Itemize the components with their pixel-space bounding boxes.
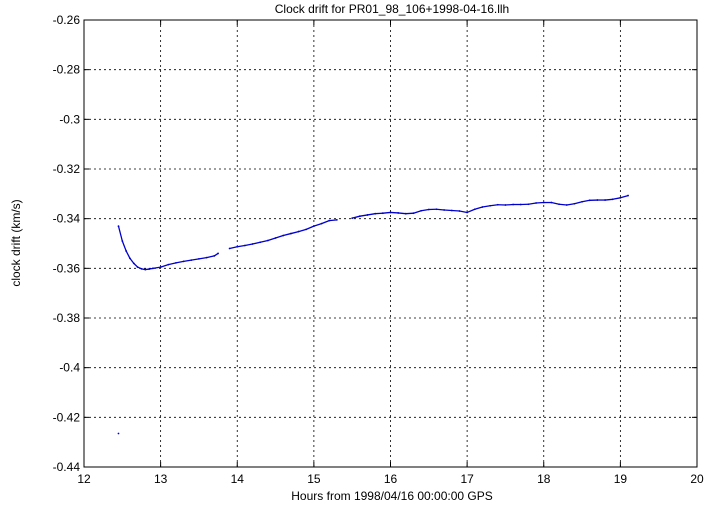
series-0-segment xyxy=(152,266,161,269)
plot-frame xyxy=(83,19,698,468)
y-tick-label: -0.4 xyxy=(59,361,80,375)
series-0-segment xyxy=(168,262,177,266)
series-0-segment xyxy=(474,206,483,210)
x-tick-label: 18 xyxy=(537,472,551,486)
series-0-segment xyxy=(581,199,590,203)
series-0-segment xyxy=(466,208,476,214)
series-0-segment xyxy=(283,232,292,237)
y-tick-label: -0.3 xyxy=(59,112,80,126)
y-tick-label: -0.26 xyxy=(53,13,81,27)
series-0-segment xyxy=(206,255,215,259)
series-0-segment xyxy=(160,263,169,268)
series-0-segment xyxy=(612,197,621,200)
series-0-segment xyxy=(313,223,322,227)
series-0-segment xyxy=(620,194,629,199)
y-tick-label: -0.36 xyxy=(53,261,81,275)
series-0-point xyxy=(217,252,219,255)
series-0-segment xyxy=(413,210,422,214)
grid xyxy=(84,20,697,467)
series-0-segment xyxy=(604,198,613,201)
series-0-point xyxy=(627,194,629,197)
axis-ticks: 12 13 14 15 16 17 18 19 20 -0.44 -0.42 -0.4 -0.38 -0.… xyxy=(53,13,704,486)
x-tick-label: 14 xyxy=(231,472,245,486)
y-tick-label: -0.42 xyxy=(53,410,81,424)
series-0-segment xyxy=(551,201,560,205)
series-0-segment xyxy=(559,203,567,206)
series-0-segment xyxy=(121,240,127,252)
series-0-segment xyxy=(191,258,200,261)
series-0-segment xyxy=(183,259,192,263)
series-0-segment xyxy=(482,205,491,208)
series-0-segment xyxy=(117,225,123,242)
series-0-segment xyxy=(436,208,445,211)
series-0-segment xyxy=(244,243,253,247)
y-axis-title: clock drift (km/s) xyxy=(9,199,23,286)
series-1-point xyxy=(117,432,120,435)
y-tick-label: -0.28 xyxy=(53,63,81,77)
series-0-segment xyxy=(290,230,299,235)
x-tick-label: 16 xyxy=(384,472,398,486)
x-tick-label: 15 xyxy=(307,472,321,486)
series-0-segment xyxy=(129,258,135,264)
series-0-segment xyxy=(229,246,238,250)
y-tick-label: -0.44 xyxy=(53,460,81,474)
series-0-segment xyxy=(352,215,361,219)
series-0-segment xyxy=(421,208,429,212)
data-series xyxy=(117,194,629,435)
series-0-segment xyxy=(305,225,315,230)
series-0-segment xyxy=(359,214,368,217)
series-0-segment xyxy=(260,239,269,243)
series-0-segment xyxy=(298,228,307,233)
series-0-segment xyxy=(367,213,376,216)
series-0-segment xyxy=(528,202,537,205)
series-0-segment xyxy=(267,237,276,242)
series-0-segment xyxy=(566,203,575,206)
series-0-point xyxy=(335,219,338,221)
series-0-segment xyxy=(237,244,246,248)
series-0-segment xyxy=(398,212,406,215)
x-tick-label: 17 xyxy=(460,472,474,486)
chart-title: Clock drift for PR01_98_106+1998-04-16.l… xyxy=(275,2,509,16)
x-tick-label: 13 xyxy=(154,472,168,486)
series-0-segment xyxy=(329,219,337,222)
series-0-segment xyxy=(125,250,131,259)
series-0-segment xyxy=(382,211,391,214)
x-tick-label: 12 xyxy=(77,472,91,486)
series-0-segment xyxy=(574,201,583,205)
y-tick-label: -0.34 xyxy=(53,212,81,226)
x-axis-title: Hours from 1998/04/16 00:00:00 GPS xyxy=(291,489,492,503)
series-0-segment xyxy=(275,234,284,239)
y-tick-label: -0.32 xyxy=(53,162,81,176)
series-0-segment xyxy=(321,220,330,225)
series-0-segment xyxy=(198,257,207,260)
series-0-segment xyxy=(175,260,184,264)
series-0-segment xyxy=(459,210,468,214)
x-tick-label: 19 xyxy=(614,472,628,486)
series-0-segment xyxy=(490,204,498,207)
y-tick-label: -0.38 xyxy=(53,311,81,325)
x-tick-label: 20 xyxy=(690,472,704,486)
series-0-segment xyxy=(252,241,261,245)
